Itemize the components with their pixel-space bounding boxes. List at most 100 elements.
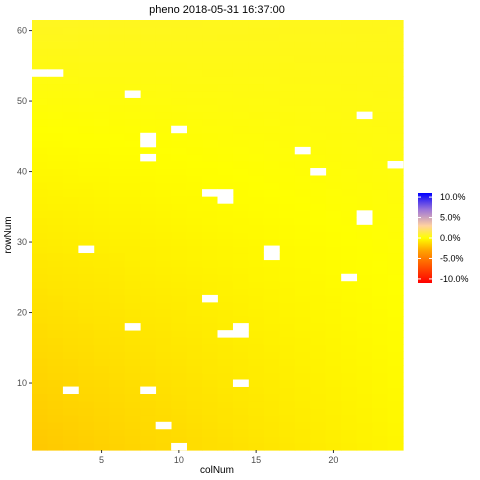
heatmap-cell: [202, 358, 219, 367]
heatmap-cell: [310, 379, 327, 388]
heatmap-cell: [32, 27, 49, 35]
heatmap-cell: [62, 224, 79, 233]
heatmap-cell: [93, 330, 110, 338]
heatmap-cell: [202, 132, 219, 141]
heatmap-cell: [325, 365, 342, 374]
heatmap-cell: [140, 217, 157, 226]
heatmap-cell: [294, 400, 311, 409]
heatmap-cell: [387, 55, 404, 63]
heatmap-cell: [263, 196, 280, 204]
heatmap-cell: [171, 132, 188, 141]
heatmap-cell: [356, 316, 373, 324]
heatmap-cell: [62, 266, 79, 275]
heatmap-cell: [93, 323, 110, 331]
heatmap-cell: [325, 41, 342, 49]
heatmap-cell: [155, 175, 172, 183]
heatmap-cell: [47, 330, 64, 338]
heatmap-cell: [263, 259, 280, 268]
heatmap-cell: [263, 104, 280, 113]
heatmap-cell: [217, 210, 234, 218]
heatmap-cell: [171, 301, 188, 310]
heatmap-cell: [372, 287, 389, 296]
heatmap-cell: [232, 316, 250, 324]
heatmap-cell: [294, 69, 311, 77]
heatmap-cell: [310, 111, 327, 120]
heatmap-cell: [310, 196, 327, 204]
heatmap-cell: [155, 379, 172, 388]
heatmap-cell: [310, 259, 327, 268]
heatmap-cell: [263, 55, 280, 63]
heatmap-cell: [341, 337, 358, 345]
heatmap-cell: [186, 20, 203, 28]
heatmap-cell: [248, 442, 265, 451]
heatmap-cell: [140, 76, 157, 85]
heatmap-cell: [186, 386, 203, 395]
heatmap-cell: [171, 309, 188, 317]
heatmap-cell: [202, 252, 219, 261]
heatmap-cell: [248, 111, 265, 120]
heatmap-cell: [155, 442, 172, 451]
heatmap-cell: [232, 309, 250, 317]
heatmap-cell: [140, 337, 157, 345]
heatmap-cell: [217, 252, 234, 261]
heatmap-cell: [310, 266, 327, 275]
heatmap-cell: [263, 41, 280, 49]
heatmap-cell: [356, 273, 373, 282]
heatmap-cell: [356, 196, 373, 204]
heatmap-cell: [155, 386, 172, 395]
heatmap-cell: [186, 97, 203, 106]
heatmap-cell: [47, 407, 64, 416]
heatmap-cell: [217, 139, 234, 148]
heatmap-cell: [310, 125, 327, 134]
heatmap-cell: [279, 118, 296, 127]
heatmap-cell: [93, 442, 110, 451]
heatmap-cell: [186, 55, 203, 63]
heatmap-cell: [171, 372, 188, 381]
heatmap-cell: [32, 125, 49, 134]
heatmap-cell: [294, 372, 311, 381]
heatmap-cell: [124, 358, 141, 367]
heatmap-cell: [294, 407, 311, 416]
heatmap-cell: [78, 62, 95, 70]
heatmap-cell: [124, 146, 141, 155]
heatmap-cell: [62, 83, 79, 92]
heatmap-cell: [232, 428, 250, 437]
heatmap-cell: [140, 414, 157, 423]
heatmap-cell: [387, 76, 404, 85]
heatmap-cell: [47, 175, 64, 183]
heatmap-cell: [294, 34, 311, 42]
heatmap-cell: [186, 153, 203, 162]
heatmap-cell: [140, 316, 157, 324]
heatmap-cell: [325, 90, 342, 99]
heatmap-cell: [93, 287, 110, 296]
heatmap-cell: [171, 69, 188, 77]
heatmap-cell: [32, 442, 49, 451]
heatmap-cell: [217, 266, 234, 275]
heatmap-cell: [248, 104, 265, 113]
heatmap-cell: [155, 372, 172, 381]
heatmap-cell: [279, 238, 296, 247]
heatmap-cell: [186, 76, 203, 85]
heatmap-cell: [32, 330, 49, 338]
heatmap-cell: [356, 372, 373, 381]
heatmap-cell: [356, 323, 373, 331]
heatmap-cell: [232, 118, 250, 127]
heatmap-cell: [341, 62, 358, 70]
heatmap-cell: [47, 153, 64, 162]
heatmap-cell: [171, 379, 188, 388]
missing-cell: [62, 386, 79, 395]
heatmap-cell: [310, 309, 327, 317]
heatmap-cell: [232, 351, 250, 359]
heatmap-cell: [171, 90, 188, 99]
heatmap-cell: [294, 217, 311, 226]
heatmap-cell: [387, 428, 404, 437]
heatmap-cell: [124, 203, 141, 211]
heatmap-cell: [310, 407, 327, 416]
heatmap-cell: [32, 182, 49, 190]
heatmap-cell: [372, 139, 389, 148]
heatmap-cell: [124, 132, 141, 141]
missing-cells: [32, 69, 404, 451]
heatmap-cell: [124, 168, 141, 176]
heatmap-cell: [341, 196, 358, 204]
heatmap-cell: [279, 442, 296, 451]
